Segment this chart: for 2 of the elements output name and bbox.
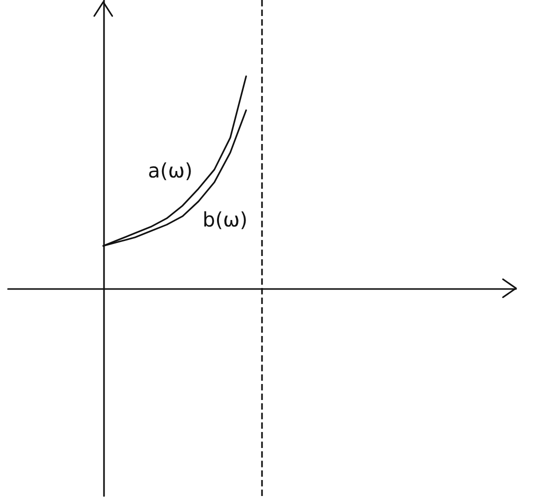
- series-label: b(ω): [202, 207, 248, 232]
- series-label: a(ω): [148, 158, 192, 183]
